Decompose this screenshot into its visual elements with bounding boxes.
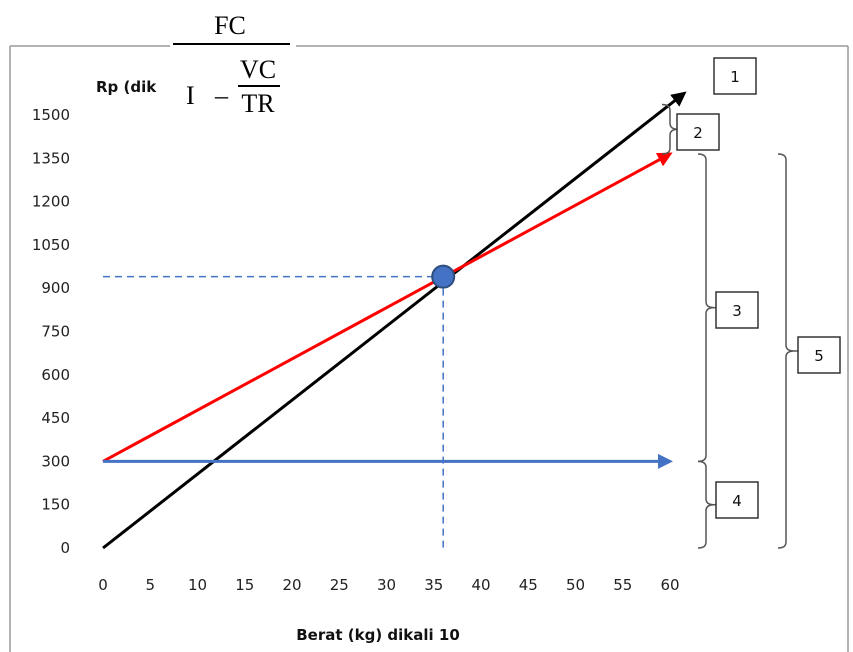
formula-one: I (186, 81, 195, 110)
plot-frame (9, 45, 849, 652)
x-tick-label: 40 (471, 576, 490, 594)
x-axis-title: Berat (kg) dikali 10 (296, 626, 460, 644)
formula-numerator: FC (214, 11, 246, 40)
y-tick-label: 1350 (32, 149, 70, 167)
total-cost-line (102, 152, 673, 463)
x-tick-label: 60 (660, 576, 679, 594)
x-axis-ticks: 0 5 10 15 20 25 30 35 40 45 50 55 60 (98, 576, 679, 594)
formula-inner-denominator: TR (241, 89, 275, 118)
formula: FC I – VC TR (173, 11, 290, 118)
y-tick-label: 750 (41, 323, 70, 341)
callout-brace (697, 153, 715, 463)
break-even-guides (103, 275, 444, 548)
callout-number: 1 (730, 68, 740, 86)
y-tick-label: 600 (41, 366, 70, 384)
callout-number: 5 (814, 347, 824, 365)
y-tick-label: 150 (41, 496, 70, 514)
x-tick-label: 25 (330, 576, 349, 594)
x-tick-label: 15 (235, 576, 254, 594)
callout-brace (697, 460, 715, 549)
x-tick-label: 5 (145, 576, 155, 594)
callout-number: 2 (693, 124, 703, 142)
callout-box (713, 57, 757, 95)
formula-minus: – (214, 81, 229, 110)
x-tick-label: 20 (282, 576, 301, 594)
y-tick-label: 1050 (32, 236, 70, 254)
break-even-marker-layer (431, 264, 456, 289)
callout-brace (661, 103, 679, 155)
y-tick-label: 1500 (32, 106, 70, 124)
callout-box (797, 336, 841, 374)
callout-box (676, 113, 720, 151)
x-tick-label: 0 (98, 576, 108, 594)
y-axis-title: Rp (dik (96, 78, 157, 96)
y-tick-label: 0 (60, 539, 70, 557)
y-tick-label: 450 (41, 409, 70, 427)
y-axis-ticks: 0 150 300 450 600 750 900 1050 1200 1350 1500 (32, 106, 70, 557)
x-tick-label: 55 (613, 576, 632, 594)
x-tick-label: 50 (566, 576, 585, 594)
y-tick-label: 1200 (32, 193, 70, 211)
break-even-point (431, 264, 456, 289)
series-lines (102, 91, 687, 550)
callout-box (715, 481, 759, 519)
total-revenue-line (102, 91, 687, 550)
y-tick-label: 300 (41, 452, 70, 470)
callout-number: 3 (732, 302, 742, 320)
callout-number: 4 (732, 492, 742, 510)
y-tick-label: 900 (41, 279, 70, 297)
callout-box (715, 291, 759, 329)
formula-inner-numerator: VC (240, 55, 276, 84)
callout-brace (777, 153, 795, 549)
callouts: 1 2 3 4 5 (661, 57, 841, 549)
x-tick-label: 30 (377, 576, 396, 594)
x-tick-label: 35 (424, 576, 443, 594)
x-tick-label: 10 (188, 576, 207, 594)
x-tick-label: 45 (519, 576, 538, 594)
